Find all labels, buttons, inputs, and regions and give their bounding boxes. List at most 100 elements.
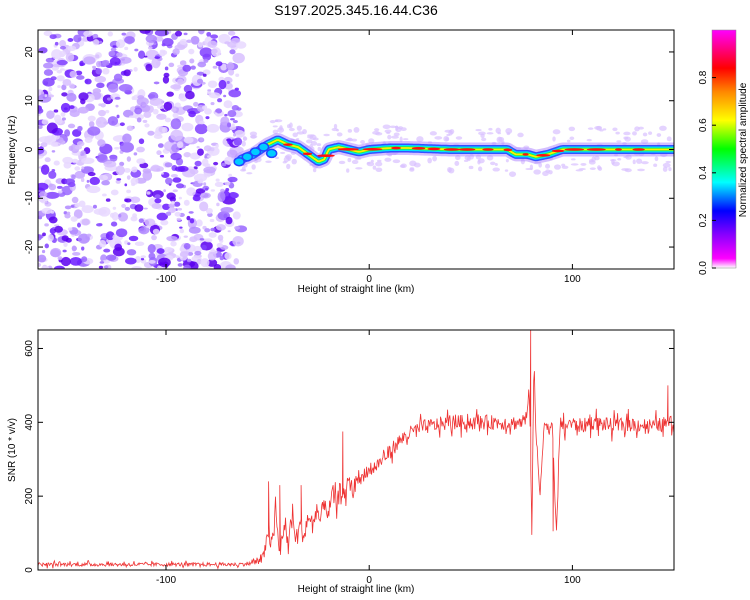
- noise-blob: [568, 126, 576, 132]
- noise-blob: [161, 43, 166, 47]
- colorbar-label: Normalized spectral amplitude: [738, 82, 749, 217]
- noise-blob: [107, 116, 119, 126]
- noise-blob: [580, 162, 587, 166]
- noise-blob: [134, 241, 145, 247]
- noise-blob: [265, 160, 272, 163]
- noise-blob: [179, 251, 189, 258]
- noise-blob: [217, 191, 226, 203]
- noise-blob: [312, 168, 317, 173]
- noise-blob: [79, 218, 91, 226]
- noise-blob: [95, 116, 108, 128]
- noise-blob: [174, 102, 181, 108]
- noise-blob: [207, 258, 218, 267]
- noise-blob: [251, 164, 256, 170]
- noise-blob: [234, 87, 239, 91]
- noise-blob: [134, 48, 139, 52]
- y-tick-label: 600: [24, 340, 35, 357]
- noise-blob: [382, 124, 391, 130]
- noise-blob: [597, 165, 602, 170]
- y-tick-label: -10: [24, 191, 35, 206]
- noise-blob: [175, 255, 180, 259]
- noise-blob: [51, 169, 56, 172]
- x-tick-label: 100: [564, 575, 581, 586]
- noise-blob: [72, 251, 81, 256]
- noise-blob: [508, 171, 517, 178]
- x-tick-label: 100: [564, 274, 581, 285]
- noise-blob: [63, 242, 68, 247]
- ridge-peak: [615, 148, 622, 151]
- noise-blob: [198, 120, 205, 125]
- noise-blob: [118, 84, 133, 92]
- noise-blob: [163, 189, 167, 193]
- noise-blob: [74, 170, 86, 179]
- noise-blob: [67, 38, 74, 42]
- noise-blob: [227, 176, 238, 183]
- noise-blob: [177, 207, 183, 211]
- ridge-peak: [362, 147, 383, 151]
- noise-blob: [76, 75, 85, 80]
- noise-blob: [70, 205, 75, 208]
- noise-blob: [215, 144, 219, 149]
- noise-blob: [224, 156, 234, 165]
- noise-blob: [38, 182, 49, 191]
- noise-blob: [196, 71, 205, 76]
- noise-blob: [77, 233, 90, 244]
- noise-blob: [204, 228, 211, 233]
- snr-panel: -100 0 100 0 200 400 600 Height of straight l…: [7, 329, 675, 595]
- noise-blob: [38, 233, 43, 241]
- noise-blob: [317, 146, 322, 152]
- noise-blob: [66, 211, 71, 215]
- noise-blob: [168, 203, 176, 208]
- noise-blob: [172, 112, 179, 118]
- ridge-blob: [241, 152, 254, 162]
- noise-blob: [186, 215, 191, 221]
- noise-blob: [226, 62, 235, 71]
- y-tick-label: 200: [24, 487, 35, 504]
- noise-blob: [203, 58, 209, 63]
- noise-blob: [179, 38, 188, 45]
- ridge-peak: [503, 148, 513, 152]
- noise-blob: [162, 75, 170, 84]
- snr-y-ticks: 0 200 400 600: [24, 340, 674, 573]
- noise-blob: [177, 78, 184, 85]
- noise-blob: [351, 159, 359, 165]
- noise-blob: [61, 235, 69, 242]
- noise-blob: [54, 41, 59, 46]
- noise-blob: [170, 152, 182, 161]
- noise-blob: [194, 160, 202, 167]
- noise-blob: [416, 136, 424, 143]
- noise-blob: [42, 77, 55, 87]
- noise-blob: [353, 127, 360, 133]
- noise-blob: [46, 110, 55, 119]
- noise-blob: [212, 65, 218, 69]
- noise-blob: [210, 34, 219, 39]
- y-tick-label: 400: [24, 414, 35, 431]
- noise-blob: [495, 127, 501, 134]
- noise-blob: [114, 243, 123, 251]
- noise-blob: [87, 115, 96, 122]
- noise-blob: [53, 109, 59, 113]
- noise-blob: [642, 132, 648, 137]
- noise-blob: [43, 69, 54, 76]
- noise-blob: [553, 164, 562, 170]
- noise-blob: [92, 66, 97, 71]
- noise-blob: [56, 185, 63, 189]
- snr-plot-area: [38, 330, 674, 570]
- noise-blob: [126, 189, 131, 194]
- noise-blob: [84, 137, 93, 143]
- noise-blob: [230, 192, 239, 199]
- noise-blob: [154, 56, 161, 59]
- noise-blob: [434, 136, 443, 140]
- noise-blob: [154, 194, 161, 199]
- noise-blob: [174, 166, 186, 172]
- noise-blob: [106, 254, 117, 261]
- noise-blob: [197, 41, 204, 48]
- noise-blob: [102, 193, 107, 197]
- noise-blob: [78, 200, 86, 208]
- noise-blob: [41, 249, 46, 254]
- noise-blob: [42, 232, 46, 237]
- noise-blob: [232, 211, 241, 220]
- noise-blob: [80, 150, 86, 157]
- noise-blob: [206, 31, 212, 37]
